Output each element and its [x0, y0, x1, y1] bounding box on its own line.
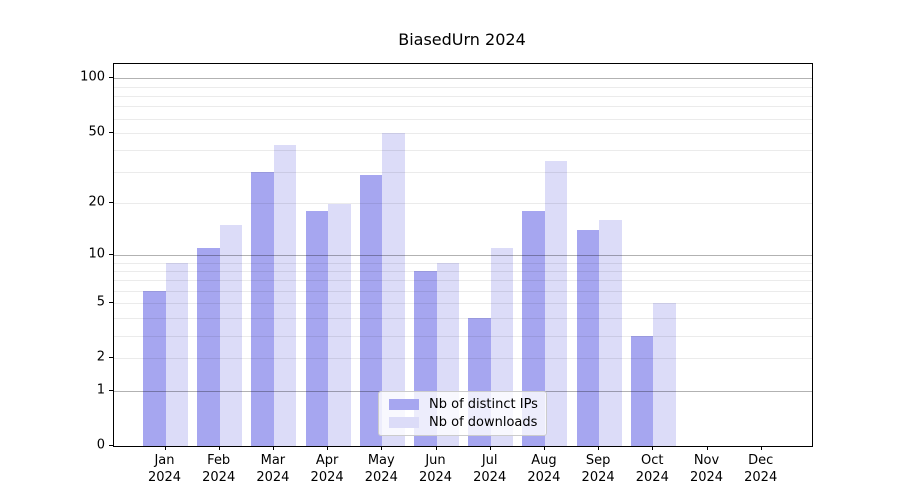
y-tick-label: 1 [96, 382, 105, 398]
y-tick-mark [109, 202, 113, 204]
x-tick-mark [706, 446, 708, 450]
bar-ips-apr [305, 211, 329, 446]
x-tick-label-apr: Apr 2024 [310, 453, 344, 485]
x-tick-label-jun: Jun 2024 [418, 453, 453, 485]
x-tick-mark [543, 446, 545, 450]
gridline-30 [114, 172, 812, 174]
bar-ips-jan [143, 291, 166, 446]
bar-downloads-apr [328, 203, 351, 446]
bar-downloads-oct [653, 303, 676, 446]
gridline-8 [114, 270, 812, 272]
y-tick-label: 100 [80, 69, 105, 85]
x-tick-mark [598, 446, 600, 450]
x-tick-label-jan: Jan 2024 [147, 453, 182, 485]
gridline-70 [114, 106, 812, 108]
y-tick-label: 10 [88, 246, 105, 262]
chart-title: BiasedUrn 2024 [398, 30, 526, 49]
bar-downloads-sep [599, 220, 622, 446]
x-tick-label-dec: Dec 2024 [744, 453, 778, 485]
gridline-4 [114, 317, 812, 319]
y-tick-label: 0 [96, 437, 105, 453]
gridline-80 [114, 95, 812, 97]
x-tick-mark [489, 446, 491, 450]
legend-row: Nb of downloads [389, 415, 538, 430]
y-tick-label: 50 [88, 124, 105, 140]
y-tick-mark [109, 445, 113, 446]
bar-ips-oct [630, 335, 654, 446]
gridline-20 [114, 203, 812, 205]
bar-downloads-feb [219, 225, 243, 446]
x-tick-mark [760, 446, 762, 450]
y-tick-label: 5 [96, 294, 105, 310]
gridline-2 [114, 358, 812, 360]
bar-ips-feb [197, 248, 220, 446]
bar-ips-mar [251, 172, 274, 446]
gridline-100 [114, 78, 812, 80]
legend: Nb of distinct IPs Nb of downloads [378, 391, 547, 436]
gridline-10 [114, 255, 812, 256]
gridline-9 [114, 262, 812, 264]
x-tick-label-feb: Feb 2024 [202, 453, 236, 485]
y-tick-mark [109, 254, 113, 255]
gridline-3 [114, 335, 812, 337]
gridline-7 [114, 280, 812, 282]
plot-area [113, 63, 813, 447]
bar-downloads-jan [165, 262, 188, 446]
x-tick-label-sep: Sep 2024 [581, 453, 615, 485]
y-tick-mark [109, 389, 113, 391]
bar-downloads-may [382, 132, 405, 446]
x-tick-mark [218, 446, 220, 450]
x-tick-mark [381, 446, 383, 450]
gridline-40 [114, 150, 812, 152]
legend-label-distinct-ips: Nb of distinct IPs [429, 397, 538, 412]
x-tick-label-may: May 2024 [364, 453, 398, 485]
gridline-50 [114, 132, 812, 134]
x-tick-label-oct: Oct 2024 [635, 453, 669, 485]
legend-swatch-distinct-ips [389, 399, 419, 410]
legend-swatch-downloads [389, 417, 419, 428]
x-tick-mark [164, 446, 166, 450]
y-tick-mark [109, 357, 113, 359]
gridline-5 [114, 303, 812, 305]
y-tick-label: 2 [96, 349, 105, 365]
gridline-60 [114, 118, 812, 120]
x-tick-mark [272, 446, 274, 450]
legend-label-downloads: Nb of downloads [429, 415, 538, 430]
y-tick-mark [109, 77, 113, 79]
bar-ips-may [359, 175, 383, 446]
x-tick-label-jul: Jul 2024 [473, 453, 507, 485]
x-tick-mark [327, 446, 329, 450]
y-tick-label: 20 [88, 194, 105, 210]
bar-ips-sep [576, 230, 600, 446]
x-tick-mark [435, 446, 437, 450]
bar-downloads-mar [273, 144, 297, 446]
x-tick-mark [652, 446, 654, 450]
y-tick-mark [109, 131, 113, 133]
x-tick-label-nov: Nov 2024 [689, 453, 724, 485]
gridline-90 [114, 86, 812, 88]
bar-ips-aug [522, 211, 545, 446]
x-tick-label-aug: Aug 2024 [527, 453, 561, 485]
y-tick-mark [109, 302, 113, 304]
gridline-6 [114, 291, 812, 292]
legend-row: Nb of distinct IPs [389, 397, 538, 412]
bar-downloads-aug [544, 160, 568, 446]
x-tick-label-mar: Mar 2024 [256, 453, 290, 485]
